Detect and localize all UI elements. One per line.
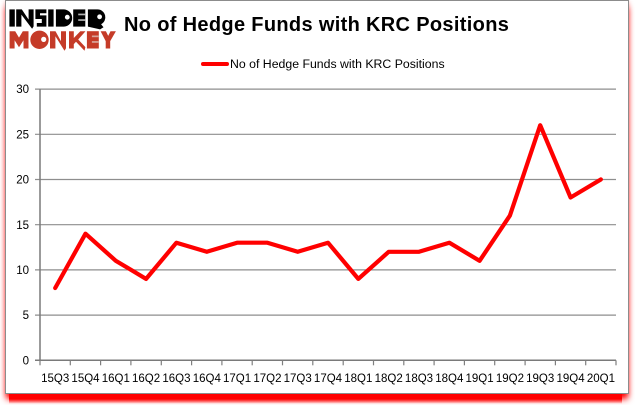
- svg-text:20Q1: 20Q1: [587, 373, 615, 385]
- svg-text:20: 20: [16, 175, 29, 187]
- svg-text:16Q4: 16Q4: [193, 373, 222, 385]
- svg-text:19Q1: 19Q1: [466, 373, 494, 385]
- svg-text:19Q2: 19Q2: [496, 373, 524, 385]
- svg-text:17Q1: 17Q1: [223, 373, 251, 385]
- svg-text:18Q4: 18Q4: [435, 373, 464, 385]
- svg-text:0: 0: [23, 355, 29, 367]
- svg-text:19Q4: 19Q4: [557, 373, 586, 385]
- svg-text:30: 30: [16, 84, 29, 96]
- svg-text:18Q2: 18Q2: [375, 373, 403, 385]
- svg-text:5: 5: [23, 310, 29, 322]
- svg-text:25: 25: [16, 129, 29, 141]
- svg-text:15Q3: 15Q3: [41, 373, 69, 385]
- svg-text:17Q2: 17Q2: [253, 373, 281, 385]
- svg-text:18Q3: 18Q3: [405, 373, 433, 385]
- svg-text:17Q3: 17Q3: [284, 373, 312, 385]
- svg-text:16Q2: 16Q2: [132, 373, 160, 385]
- svg-text:15: 15: [16, 220, 29, 232]
- svg-text:16Q3: 16Q3: [162, 373, 190, 385]
- svg-text:19Q3: 19Q3: [526, 373, 554, 385]
- svg-text:15Q4: 15Q4: [71, 373, 100, 385]
- svg-text:17Q4: 17Q4: [314, 373, 343, 385]
- svg-text:16Q1: 16Q1: [102, 373, 130, 385]
- svg-text:10: 10: [16, 265, 29, 277]
- svg-text:18Q1: 18Q1: [344, 373, 372, 385]
